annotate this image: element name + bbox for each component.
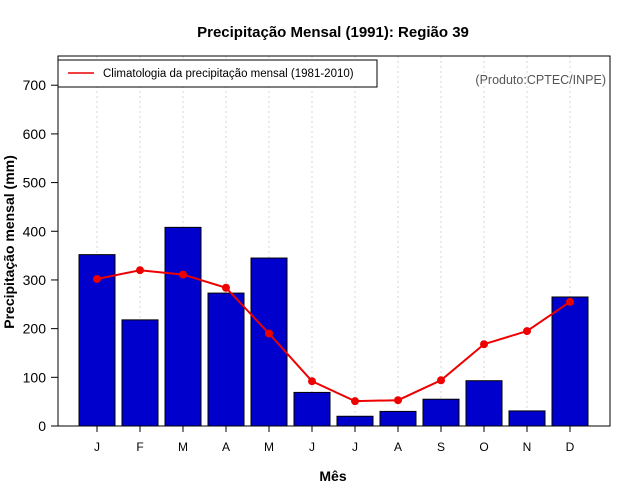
y-tick-label: 300: [23, 272, 47, 288]
x-tick-label: M: [264, 440, 274, 454]
climatology-point-4: [222, 283, 230, 292]
bar-5: [250, 257, 288, 427]
x-tick-label: J: [352, 440, 358, 454]
bar-7: [336, 415, 374, 427]
climatology-point-7: [351, 397, 359, 406]
plot-frame: [57, 55, 611, 427]
x-tick-label: M: [178, 440, 188, 454]
y-axis-label: Precipitação mensal (mm): [1, 155, 17, 329]
bar-1: [78, 254, 116, 427]
climatology-point-5: [265, 329, 273, 338]
x-tick-label: J: [94, 440, 100, 454]
climatology-line: [96, 269, 571, 403]
bar-2: [121, 319, 159, 427]
x-tick-label: F: [136, 440, 143, 454]
y-tick-label: 400: [23, 223, 47, 239]
x-tick-label: A: [222, 440, 230, 454]
bar-12: [551, 296, 589, 427]
x-tick-label: S: [437, 440, 445, 454]
y-axis: 0 100 200 300 400 500 600 700: [23, 77, 58, 434]
y-tick-label: 200: [23, 321, 47, 337]
climatology-point-1: [93, 274, 101, 283]
climatology-point-10: [480, 340, 488, 349]
chart-title: Precipitação Mensal (1991): Região 39: [197, 24, 469, 41]
x-tick-label: J: [309, 440, 315, 454]
y-tick-label: 0: [38, 418, 46, 434]
bar-6: [293, 391, 331, 427]
x-tick-label: N: [523, 440, 532, 454]
bar-layer: [78, 226, 589, 427]
climatology-point-3: [179, 270, 187, 279]
y-tick-label: 600: [23, 126, 47, 142]
climatology-point-9: [437, 376, 445, 385]
bar-3: [164, 226, 202, 427]
x-tick-label: D: [566, 440, 575, 454]
source-annotation: (Produto:CPTEC/INPE): [475, 73, 606, 87]
y-tick-label: 500: [23, 175, 47, 191]
x-tick-label: A: [394, 440, 402, 454]
bar-8: [379, 410, 417, 427]
bar-9: [422, 398, 460, 427]
bar-4: [207, 292, 245, 427]
x-tick-label: O: [479, 440, 488, 454]
y-tick-label: 700: [23, 77, 47, 93]
climatology-point-6: [308, 377, 316, 386]
climatology-point-12: [566, 297, 574, 306]
climatology-point-11: [523, 327, 531, 336]
y-tick-label: 100: [23, 369, 47, 385]
legend-label: Climatologia da precipitação mensal (198…: [103, 68, 354, 80]
climatology-point-8: [394, 396, 402, 405]
bar-11: [508, 410, 546, 427]
bar-10: [465, 380, 503, 427]
legend: Climatologia da precipitação mensal (198…: [57, 59, 378, 88]
legend-box: [57, 59, 378, 88]
line-layer: [93, 266, 574, 406]
grid-layer: [96, 56, 571, 426]
climatology-point-2: [136, 266, 144, 275]
x-axis-label: Mês: [319, 468, 346, 484]
